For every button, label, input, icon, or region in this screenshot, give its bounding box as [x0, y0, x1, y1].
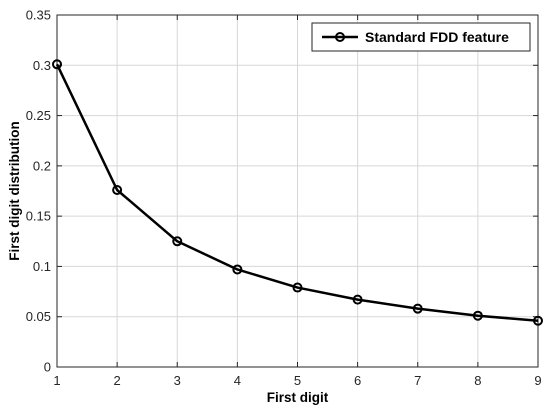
x-axis-label: First digit: [267, 390, 329, 405]
data-point: [172, 236, 183, 247]
data-point: [52, 59, 62, 70]
y-tick-label: 0.05: [26, 309, 51, 324]
x-tick-label: 9: [534, 373, 541, 388]
x-tick-label: 3: [174, 373, 181, 388]
y-tick-label: 0.35: [26, 8, 51, 23]
y-axis-label: First digit distribution: [7, 121, 22, 260]
y-tick-label: 0.2: [33, 158, 51, 173]
x-tick-label: 5: [294, 373, 301, 388]
x-tick-label: 6: [354, 373, 361, 388]
ticks: 1 2 3 4 5 6 7 8 9 0 0.05 0.1 0.15 0.2 0.25 0.3 0.35: [26, 8, 542, 389]
x-tick-label: 2: [114, 373, 121, 388]
y-tick-label: 0.1: [33, 259, 51, 274]
series-line: [55, 63, 539, 322]
legend-entry-label: Standard FDD feature: [365, 29, 509, 45]
legend-marker: [335, 32, 345, 42]
y-tick-label: 0.15: [26, 209, 51, 224]
data-point: [292, 282, 303, 293]
plot-frame: [56, 14, 539, 368]
data-point: [232, 264, 243, 275]
data-point: [472, 310, 483, 321]
x-tick-label: 1: [53, 373, 60, 388]
data-point: [533, 315, 543, 326]
data-point: [112, 184, 123, 195]
y-tick-label: 0.25: [26, 108, 51, 123]
grid: [57, 15, 538, 367]
legend: Standard FDD feature: [311, 22, 531, 52]
data-point: [412, 303, 423, 314]
data-point: [352, 294, 363, 305]
x-tick-label: 8: [474, 373, 481, 388]
y-tick-label: 0: [44, 360, 51, 375]
x-tick-label: 4: [234, 373, 241, 388]
series-group: [52, 59, 543, 326]
x-tick-label: 7: [414, 373, 421, 388]
y-tick-label: 0.3: [33, 58, 51, 73]
